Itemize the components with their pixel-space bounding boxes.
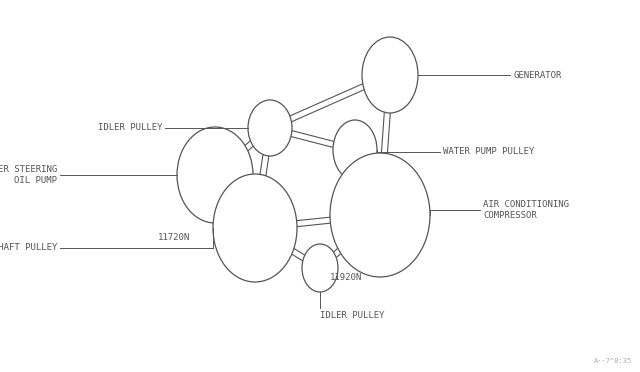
Text: IDLER PULLEY: IDLER PULLEY <box>320 311 385 320</box>
Ellipse shape <box>302 244 338 292</box>
Ellipse shape <box>248 100 292 156</box>
Text: POWER STEERING
OIL PUMP: POWER STEERING OIL PUMP <box>0 165 57 185</box>
Text: WATER PUMP PULLEY: WATER PUMP PULLEY <box>443 148 534 157</box>
Text: A··7^0:35: A··7^0:35 <box>594 358 632 364</box>
Text: 11920N: 11920N <box>330 273 362 282</box>
Ellipse shape <box>333 120 377 180</box>
Text: IDLER PULLEY: IDLER PULLEY <box>97 124 162 132</box>
Ellipse shape <box>213 174 297 282</box>
Text: AIR CONDITIONING
COMPRESSOR: AIR CONDITIONING COMPRESSOR <box>483 200 569 220</box>
Text: CRANKSHAFT PULLEY: CRANKSHAFT PULLEY <box>0 244 57 253</box>
Text: 11720N: 11720N <box>158 234 190 243</box>
Ellipse shape <box>362 37 418 113</box>
Text: GENERATOR: GENERATOR <box>513 71 561 80</box>
Ellipse shape <box>330 153 430 277</box>
Ellipse shape <box>177 127 253 223</box>
